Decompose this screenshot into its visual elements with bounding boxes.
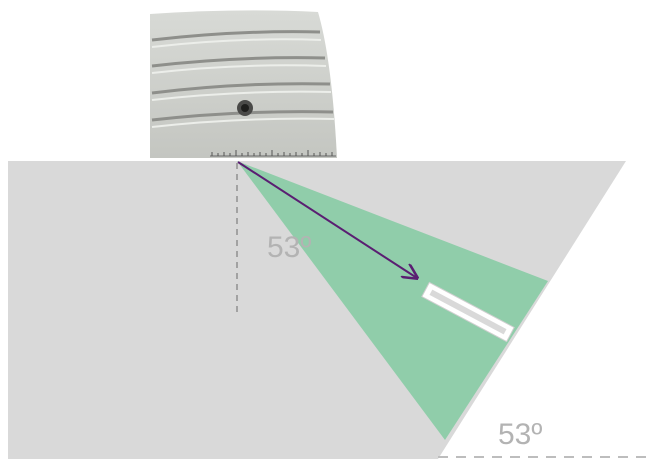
sound-beam [237, 161, 548, 440]
wedge-angle-label: 53º [498, 418, 542, 451]
propagation-arrow [237, 161, 417, 278]
beam-angle-label: 53º [267, 231, 311, 264]
probe-icon [150, 10, 337, 159]
defect-reflector [421, 281, 515, 343]
